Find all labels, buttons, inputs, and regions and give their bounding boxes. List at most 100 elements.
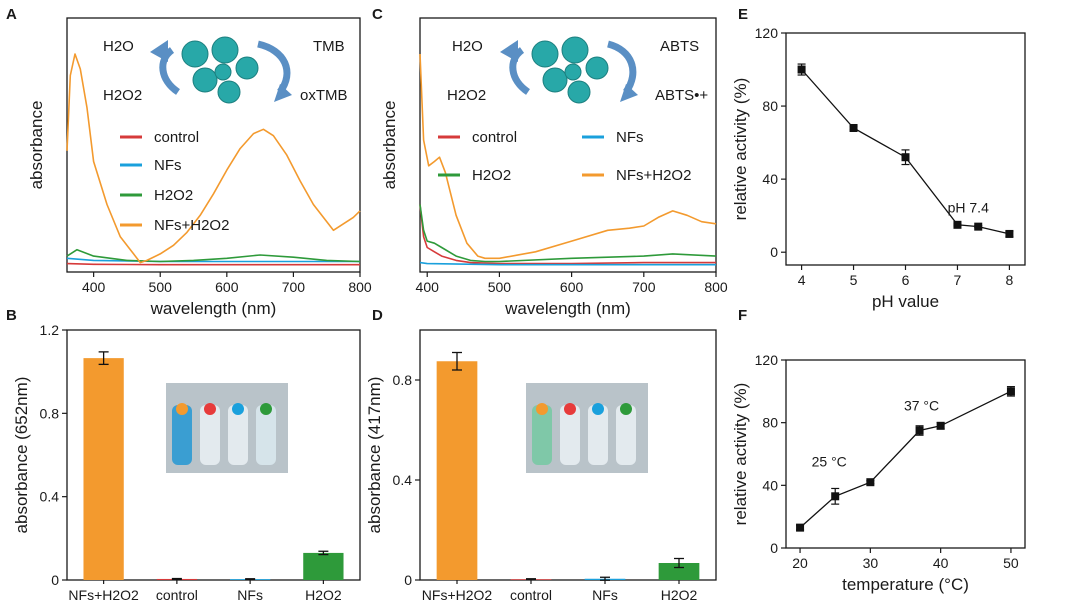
- y-tick-label: 0: [770, 540, 778, 556]
- x-tick-label: 40: [933, 555, 949, 571]
- x-tick-label: 400: [416, 279, 440, 295]
- tube-photo-d: [526, 383, 648, 473]
- y-axis-label: absorbance: [380, 101, 399, 190]
- legend-label-nfs_h2o2: NFs+H2O2: [616, 167, 691, 184]
- series-line-nfs: [66, 257, 360, 263]
- activity-line: [801, 69, 1010, 235]
- legend-label-control: control: [472, 129, 517, 146]
- arrowhead-right-icon: [274, 84, 292, 102]
- category-label: NFs+H2O2: [422, 587, 493, 603]
- x-axis-label: temperature (°C): [842, 575, 969, 594]
- plot-frame: [419, 329, 717, 581]
- scheme-c: H2O H2O2 ABTS ABTS•+: [447, 36, 708, 104]
- series-line-h2o2: [66, 248, 361, 263]
- data-point: [901, 153, 910, 162]
- x-tick-label: 5: [850, 272, 858, 288]
- plot-frame: [785, 359, 1026, 549]
- x-tick-label: 700: [632, 279, 656, 295]
- panel-letter-f: F: [738, 307, 747, 324]
- data-point: [831, 492, 840, 501]
- legend-label-h2o2: H2O2: [154, 187, 193, 204]
- x-tick-label: 800: [348, 279, 372, 295]
- y-tick-label: 0.8: [40, 405, 60, 421]
- y-tick-label: 0.4: [40, 489, 60, 505]
- arrow-right-icon: [257, 40, 291, 95]
- legend-label-h2o2: H2O2: [472, 167, 511, 184]
- data-point: [1005, 229, 1014, 238]
- x-tick-label: 700: [282, 279, 306, 295]
- panel-c-spectrum: 400 500 600 700 800 wavelength (nm) absorbance…: [380, 17, 728, 318]
- y-axis-label: absorbance (652nm): [12, 377, 31, 534]
- y-tick-label: 40: [762, 477, 778, 493]
- series-line-nfs_h2o2: [66, 53, 361, 264]
- scheme-a-oxidized: oxTMB: [300, 87, 348, 104]
- x-tick-label: 30: [863, 555, 879, 571]
- data-point: [1006, 387, 1015, 396]
- series-line-h2o2: [419, 204, 717, 263]
- y-tick-label: 120: [755, 25, 779, 41]
- scheme-a-chromogen: TMB: [313, 38, 345, 55]
- y-tick-label: 1.2: [40, 322, 60, 338]
- y-axis-label: absorbance: [27, 101, 46, 190]
- x-tick-label: 4: [798, 272, 806, 288]
- annotation-label: pH 7.4: [948, 200, 989, 216]
- x-tick-label: 6: [902, 272, 910, 288]
- panel-f-temperature-chart: 20 30 40 50 0 40 80 120 temperature (°C) relative…: [731, 352, 1026, 594]
- x-tick-label: 800: [704, 279, 728, 295]
- scheme-c-substrate: H2O2: [447, 87, 486, 104]
- arrow-left-icon: [509, 47, 531, 95]
- series-line-control: [66, 262, 360, 266]
- panel-b-bar-chart: 0 0.4 0.8 1.2 absorbance (652nm) NFs+H2O2 cont…: [12, 322, 361, 603]
- data-point: [936, 421, 945, 430]
- y-axis-label: relative activity (%): [731, 383, 750, 526]
- x-axis-label: pH value: [872, 292, 939, 311]
- bar-h2o2: [303, 552, 344, 580]
- data-point: [849, 123, 858, 132]
- activity-line: [799, 390, 1012, 529]
- category-label: NFs+H2O2: [68, 587, 139, 603]
- plot-frame: [66, 329, 361, 581]
- nanoflower-cluster-icon: [531, 36, 609, 104]
- x-tick-label: 7: [954, 272, 962, 288]
- panel-letter-a: A: [6, 6, 17, 23]
- arrowhead-left-icon: [150, 40, 168, 62]
- arrow-left-icon: [159, 47, 181, 95]
- y-tick-label: 80: [762, 415, 778, 431]
- legend-label-nfs: NFs: [154, 157, 182, 174]
- series-line-nfs_h2o2: [419, 53, 717, 260]
- scheme-c-chromogen: ABTS: [660, 38, 699, 55]
- panel-a-spectrum: 400 500 600 700 800 wavelength (nm) absorbance…: [27, 17, 372, 318]
- legend-label-nfs: NFs: [616, 129, 644, 146]
- tube-photo-b: [166, 383, 288, 473]
- category-label: control: [156, 587, 198, 603]
- panel-letter-b: B: [6, 307, 17, 324]
- category-label: NFs: [237, 587, 263, 603]
- data-point: [866, 478, 875, 487]
- scheme-a-substrate: H2O2: [103, 87, 142, 104]
- x-tick-label: 500: [149, 279, 173, 295]
- x-axis-label: wavelength (nm): [150, 299, 277, 318]
- bar-nfs_h2o2: [83, 358, 124, 580]
- scheme-a: H2O H2O2 TMB oxTMB: [103, 36, 348, 104]
- plot-frame: [785, 32, 1026, 266]
- legend-label-control: control: [154, 129, 199, 146]
- panel-letter-e: E: [738, 6, 748, 23]
- annotation-label: 25 °C: [812, 453, 847, 469]
- y-tick-label: 0: [51, 572, 59, 588]
- category-label: NFs: [592, 587, 618, 603]
- x-tick-label: 50: [1003, 555, 1019, 571]
- bar-nfs_h2o2: [436, 361, 478, 580]
- y-tick-label: 0.4: [393, 472, 413, 488]
- arrowhead-right-icon: [620, 84, 638, 102]
- y-tick-label: 120: [755, 352, 779, 368]
- legend-label-nfs_h2o2: NFs+H2O2: [154, 217, 229, 234]
- data-point: [797, 65, 806, 74]
- x-axis-label: wavelength (nm): [504, 299, 631, 318]
- x-tick-label: 8: [1006, 272, 1014, 288]
- category-label: H2O2: [661, 587, 698, 603]
- data-point: [953, 220, 962, 229]
- data-point: [796, 523, 805, 532]
- y-tick-label: 40: [762, 171, 778, 187]
